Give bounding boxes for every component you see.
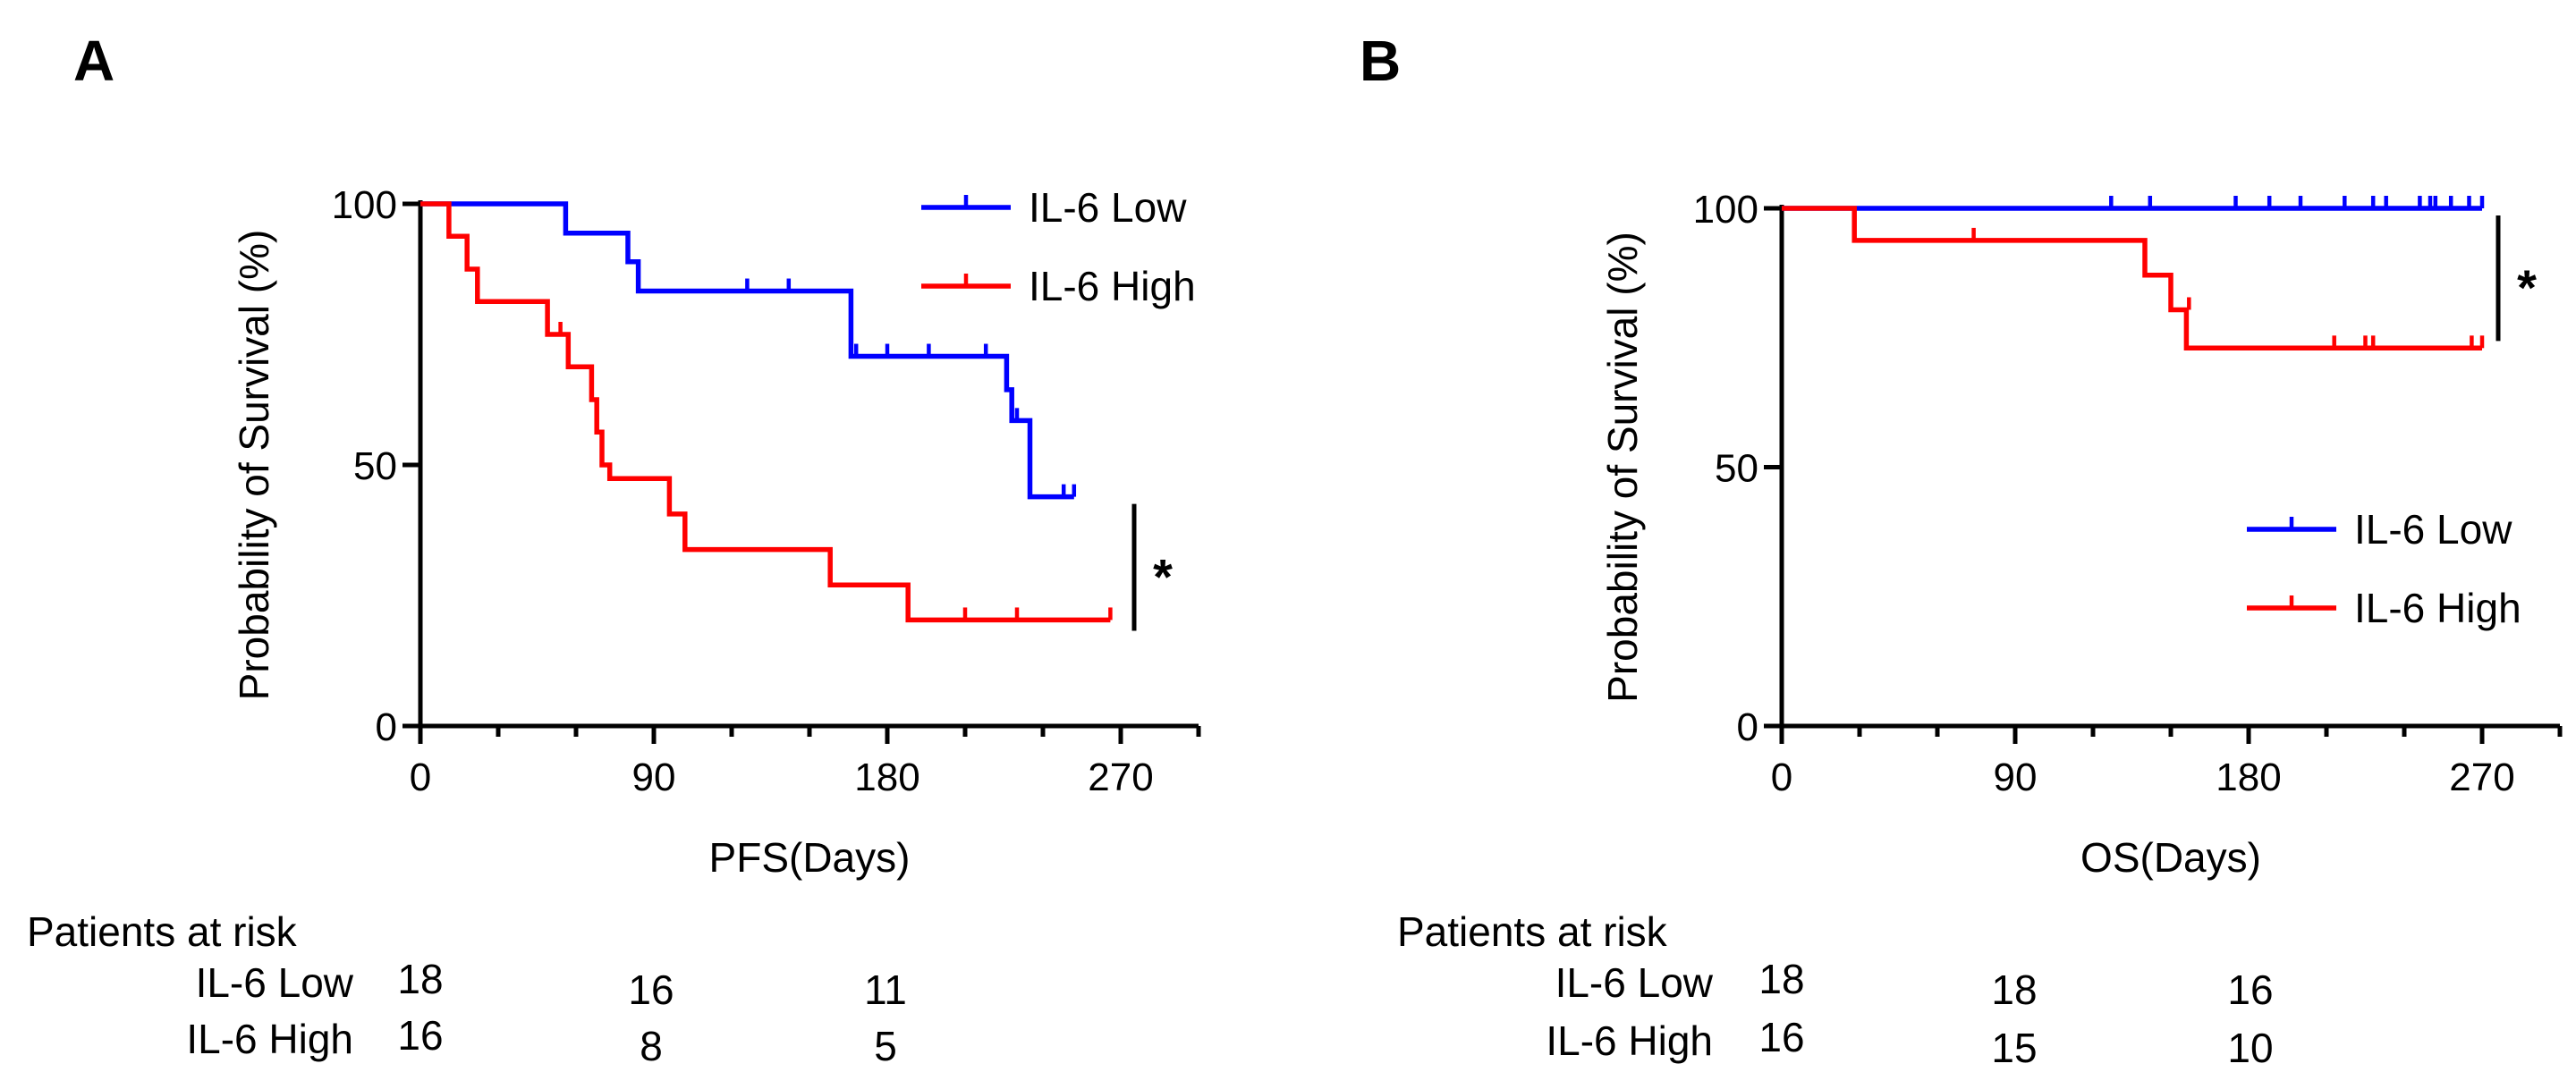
y-tick-label: 100 (332, 183, 397, 227)
y-axis-title: Probability of Survival (%) (231, 230, 277, 701)
x-tick-label: 180 (2216, 756, 2281, 799)
y-tick-label: 0 (376, 705, 397, 749)
risk-row-label: IL-6 High (1546, 1017, 1713, 1064)
y-tick-label: 50 (1715, 447, 1758, 491)
legend-label: IL-6 High (2354, 585, 2521, 631)
risk-value: 10 (2227, 1025, 2273, 1071)
panel-label: B (1360, 29, 1401, 93)
y-tick-label: 100 (1693, 188, 1758, 232)
y-axis-title: Probability of Survival (%) (1599, 232, 1646, 703)
risk-value: 16 (397, 1012, 443, 1059)
series-line-il6-low (420, 201, 1074, 500)
series-line-il6-high (420, 201, 1111, 623)
risk-row-label: IL-6 Low (1555, 959, 1714, 1006)
y-tick-label: 50 (353, 444, 397, 488)
x-tick-label: 180 (854, 756, 919, 799)
x-tick-label: 270 (1088, 756, 1153, 799)
risk-value: 8 (640, 1023, 663, 1069)
risk-row-label: IL-6 Low (196, 959, 354, 1006)
x-axis-title: OS(Days) (2080, 834, 2261, 881)
x-axis-title: PFS(Days) (709, 834, 911, 881)
panel-b: B 0 50 100 0 90 180 270 OS(Days) Probability of S… (1360, 29, 2563, 1071)
risk-table-title: Patients at risk (1397, 908, 1668, 955)
series-line-il6-high (1782, 206, 2482, 351)
risk-value: 16 (1758, 1014, 1804, 1060)
x-tick-label: 0 (1771, 756, 1792, 799)
y-tick-label: 0 (1737, 705, 1758, 749)
significance-star: * (2517, 259, 2537, 316)
risk-row-label: IL-6 High (186, 1016, 353, 1062)
risk-value: 18 (397, 956, 443, 1002)
significance-star: * (1153, 549, 1173, 605)
legend-label: IL-6 Low (2354, 506, 2512, 553)
risk-value: 16 (2227, 967, 2273, 1013)
panel-label: A (73, 29, 114, 93)
risk-value: 11 (864, 967, 907, 1013)
x-tick-label: 0 (410, 756, 431, 799)
risk-value: 5 (874, 1023, 897, 1069)
risk-value: 18 (1991, 967, 2037, 1013)
legend-label: IL-6 High (1029, 263, 1196, 309)
risk-value: 15 (1991, 1025, 2037, 1071)
x-tick-label: 90 (1994, 756, 2038, 799)
risk-value: 18 (1758, 956, 1804, 1002)
x-tick-label: 90 (632, 756, 676, 799)
risk-value: 16 (628, 967, 674, 1013)
x-tick-label: 270 (2449, 756, 2514, 799)
legend-label: IL-6 Low (1029, 184, 1187, 231)
panel-a: A 0 50 100 0 90 180 270 PFS(Days) Probability of … (27, 29, 1201, 1069)
risk-table-title: Patients at risk (27, 908, 298, 955)
